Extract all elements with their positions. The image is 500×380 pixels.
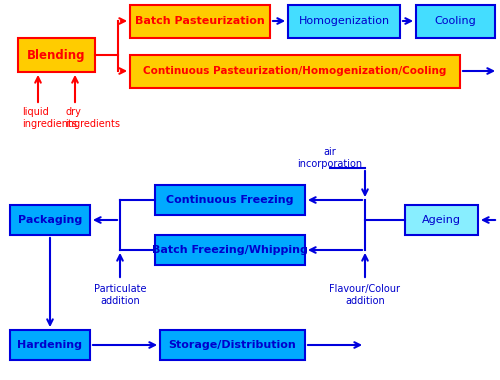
Text: Homogenization: Homogenization [298,16,390,27]
FancyBboxPatch shape [416,5,495,38]
Text: Flavour/Colour
addition: Flavour/Colour addition [330,284,400,306]
Text: Batch Pasteurization: Batch Pasteurization [135,16,265,27]
Text: Continuous Freezing: Continuous Freezing [166,195,294,205]
Text: Storage/Distribution: Storage/Distribution [168,340,296,350]
Text: Hardening: Hardening [18,340,82,350]
FancyBboxPatch shape [18,38,95,72]
FancyBboxPatch shape [10,205,90,235]
FancyBboxPatch shape [130,55,460,88]
FancyBboxPatch shape [405,205,478,235]
FancyBboxPatch shape [160,330,305,360]
FancyBboxPatch shape [155,235,305,265]
FancyBboxPatch shape [288,5,400,38]
Text: air
incorporation: air incorporation [298,147,362,169]
Text: Ageing: Ageing [422,215,461,225]
FancyBboxPatch shape [10,330,90,360]
Text: Continuous Pasteurization/Homogenization/Cooling: Continuous Pasteurization/Homogenization… [144,66,447,76]
FancyBboxPatch shape [155,185,305,215]
Text: Packaging: Packaging [18,215,82,225]
Text: Cooling: Cooling [434,16,476,27]
Text: dry
ingredients: dry ingredients [65,107,120,129]
FancyBboxPatch shape [130,5,270,38]
Text: Blending: Blending [27,49,86,62]
Text: Batch Freezing/Whipping: Batch Freezing/Whipping [152,245,308,255]
Text: liquid
ingredients: liquid ingredients [22,107,77,129]
Text: Particulate
addition: Particulate addition [94,284,146,306]
